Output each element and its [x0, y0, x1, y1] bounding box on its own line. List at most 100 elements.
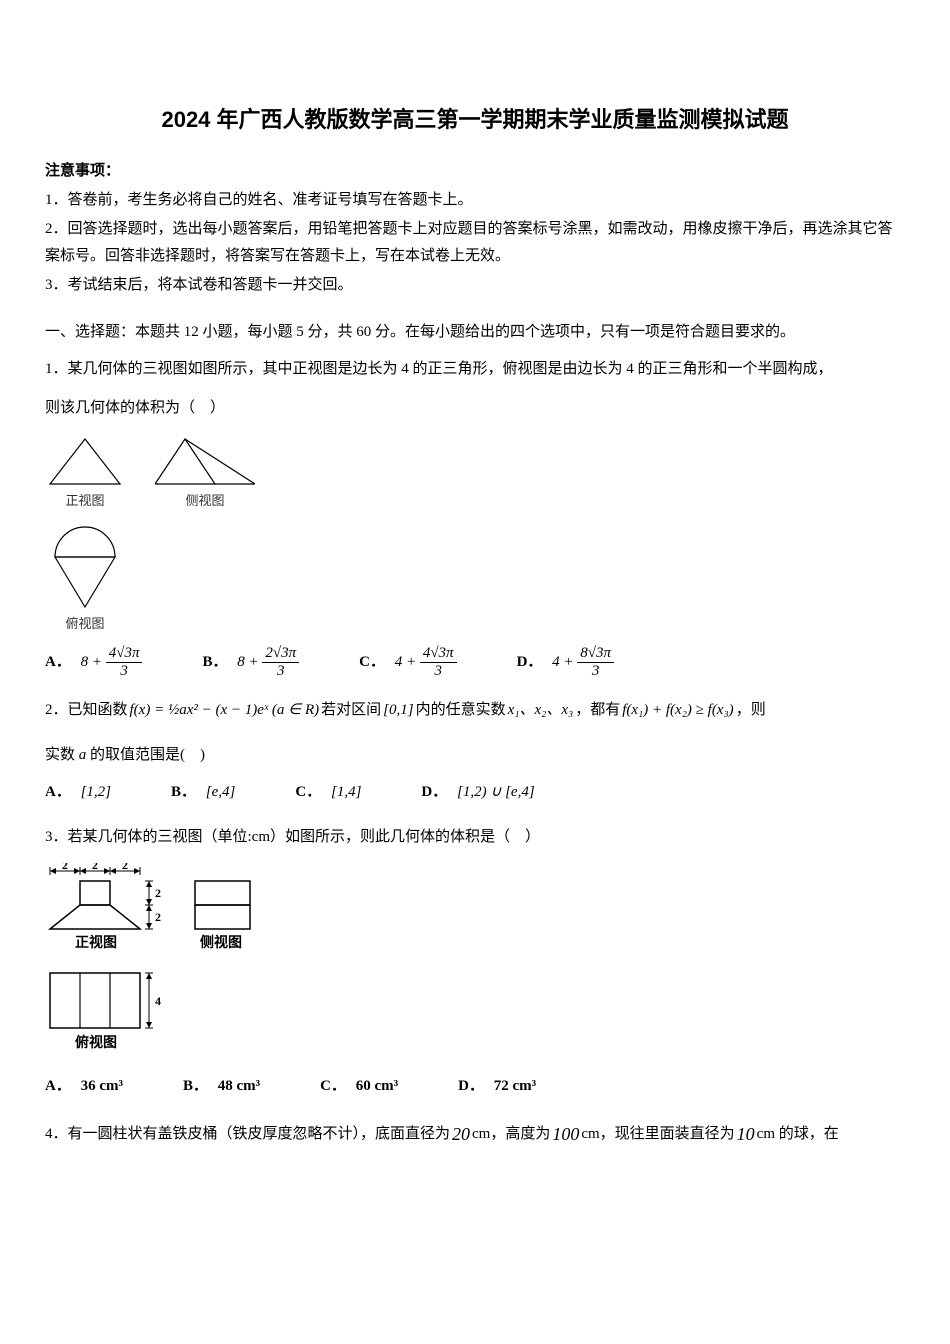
q2-line2-prefix: 实数: [45, 747, 75, 763]
q4-d3: 10: [737, 1118, 755, 1150]
q1-d-den: 3: [577, 663, 614, 680]
q3-text: 3．若某几何体的三视图（单位:cm）如图所示，则此几何体的体积是（ ）: [45, 824, 905, 851]
q4-tail: cm 的球，在: [757, 1121, 839, 1148]
q1-c-label: C．: [359, 654, 385, 670]
q1-views-row-1: 正视图 侧视图: [45, 434, 905, 512]
q2-option-b: B． [e,4]: [171, 779, 235, 806]
q2-xs: x₁、x₂、x₃: [508, 697, 574, 724]
q4-d1: 20: [452, 1118, 470, 1150]
q2-d-val: [1,2) ∪ [e,4]: [457, 784, 535, 800]
q3-figure: 2 2 2 正视图 2 2: [45, 863, 905, 1063]
q3-dim-2b: 2: [92, 863, 98, 872]
q2-c-val: [1,4]: [331, 784, 361, 800]
q2-a-val: [1,2]: [81, 784, 111, 800]
q1-b-den: 3: [262, 663, 299, 680]
q3-views-svg: 2 2 2 正视图 2 2: [45, 863, 285, 1063]
q2-a-label: A．: [45, 784, 71, 800]
q2-ineq: f(x₁) + f(x₂) ≥ f(x₃): [622, 697, 733, 724]
q1-a-num: 4√3π: [106, 645, 143, 663]
q4-prefix: 4．有一圆柱状有盖铁皮桶（铁皮厚度忽略不计），底面直径为: [45, 1121, 450, 1148]
q2-func: f(x) = ½ax² − (x − 1)eˣ (a ∈ R): [130, 697, 320, 724]
question-3: 3．若某几何体的三视图（单位:cm）如图所示，则此几何体的体积是（ ） 2 2: [45, 824, 905, 1100]
q3-b-val: 48 cm³: [218, 1078, 260, 1094]
q3-dim-2a: 2: [62, 863, 68, 872]
q3-dim-2d: 2: [155, 886, 161, 900]
q3-option-c: C． 60 cm³: [320, 1073, 398, 1100]
q2-mid2: 内的任意实数: [416, 697, 506, 724]
q3-dim-4: 4: [155, 994, 161, 1008]
q3-a-label: A．: [45, 1078, 71, 1094]
q2-b-val: [e,4]: [206, 784, 236, 800]
q2-d-label: D．: [421, 784, 447, 800]
q1-a-frac: 4√3π 3: [106, 645, 143, 679]
q1-option-a: A． 8 + 4√3π 3: [45, 645, 142, 679]
question-1: 1．某几何体的三视图如图所示，其中正视图是边长为 4 的正三角形，俯视图是由边长…: [45, 356, 905, 680]
q1-side-view: 侧视图: [155, 434, 255, 512]
q3-side-label: 侧视图: [200, 934, 242, 951]
q1-c-base: 4 +: [395, 649, 416, 676]
q2-interval: [0,1]: [383, 697, 413, 724]
q3-front-label: 正视图: [75, 934, 117, 951]
q4-line: 4．有一圆柱状有盖铁皮桶（铁皮厚度忽略不计），底面直径为 20 cm，高度为 1…: [45, 1118, 905, 1150]
section-intro: 一、选择题：本题共 12 小题，每小题 5 分，共 60 分。在每小题给出的四个…: [45, 319, 905, 346]
q3-c-label: C．: [320, 1078, 346, 1094]
q1-d-label: D．: [517, 654, 543, 670]
q1-text-line1: 1．某几何体的三视图如图所示，其中正视图是边长为 4 的正三角形，俯视图是由边长…: [45, 356, 905, 383]
q1-a-label: A．: [45, 654, 71, 670]
q1-a-base: 8 +: [81, 649, 102, 676]
q3-d-val: 72 cm³: [494, 1078, 536, 1094]
q2-option-a: A． [1,2]: [45, 779, 111, 806]
q1-b-frac: 2√3π 3: [262, 645, 299, 679]
q1-d-base: 4 +: [552, 649, 573, 676]
q3-a-val: 36 cm³: [81, 1078, 123, 1094]
q3-option-b: B． 48 cm³: [183, 1073, 260, 1100]
q1-c-frac: 4√3π 3: [420, 645, 457, 679]
q1-side-label: 侧视图: [155, 489, 255, 512]
q1-d-num: 8√3π: [577, 645, 614, 663]
q2-line2-suffix: 的取值范围是( ): [90, 747, 205, 763]
q1-top-view: 俯视图: [45, 522, 125, 635]
q4-d2: 100: [552, 1118, 579, 1150]
q2-tail: ，则: [736, 697, 766, 724]
q3-top-label: 俯视图: [75, 1034, 117, 1051]
q3-option-d: D． 72 cm³: [458, 1073, 536, 1100]
q1-front-view: 正视图: [45, 434, 125, 512]
q3-option-a: A． 36 cm³: [45, 1073, 123, 1100]
q2-a-var: a: [79, 747, 87, 763]
q2-mid3: ，都有: [575, 697, 620, 724]
q1-b-num: 2√3π: [262, 645, 299, 663]
notice-heading: 注意事项：: [45, 158, 905, 185]
q3-dim-2e: 2: [155, 910, 161, 924]
q1-c-den: 3: [420, 663, 457, 680]
triangle-wide-icon: [155, 434, 255, 489]
q1-option-b: B． 8 + 2√3π 3: [202, 645, 299, 679]
q2-c-label: C．: [295, 784, 321, 800]
q2-line2: 实数 a 的取值范围是( ): [45, 742, 905, 769]
q1-option-c: C． 4 + 4√3π 3: [359, 645, 456, 679]
notice-item-2: 2．回答选择题时，选出每小题答案后，用铅笔把答题卡上对应题目的答案标号涂黑，如需…: [45, 216, 905, 270]
question-4: 4．有一圆柱状有盖铁皮桶（铁皮厚度忽略不计），底面直径为 20 cm，高度为 1…: [45, 1118, 905, 1150]
exam-title: 2024 年广西人教版数学高三第一学期期末学业质量监测模拟试题: [45, 100, 905, 140]
q3-dim-2c: 2: [122, 863, 128, 872]
q3-c-val: 60 cm³: [356, 1078, 398, 1094]
q1-option-d: D． 4 + 8√3π 3: [517, 645, 614, 679]
semicircle-triangle-icon: [45, 522, 125, 612]
q2-b-label: B．: [171, 784, 196, 800]
q3-b-label: B．: [183, 1078, 208, 1094]
q1-b-base: 8 +: [237, 649, 258, 676]
q1-options: A． 8 + 4√3π 3 B． 8 + 2√3π 3 C． 4 + 4√3π …: [45, 645, 905, 679]
q4-mid1: cm，高度为: [472, 1121, 550, 1148]
q4-mid2: cm，现往里面装直径为: [581, 1121, 734, 1148]
question-2: 2．已知函数 f(x) = ½ax² − (x − 1)eˣ (a ∈ R) 若…: [45, 697, 905, 806]
q3-d-label: D．: [458, 1078, 484, 1094]
q2-line1: 2．已知函数 f(x) = ½ax² − (x − 1)eˣ (a ∈ R) 若…: [45, 697, 905, 724]
notice-item-3: 3．考试结束后，将本试卷和答题卡一并交回。: [45, 272, 905, 299]
q2-prefix: 2．已知函数: [45, 697, 128, 724]
q1-top-label: 俯视图: [45, 612, 125, 635]
q2-option-d: D． [1,2) ∪ [e,4]: [421, 779, 534, 806]
q1-c-num: 4√3π: [420, 645, 457, 663]
q1-views-row-2: 俯视图: [45, 522, 905, 635]
q2-option-c: C． [1,4]: [295, 779, 361, 806]
notice-item-1: 1．答卷前，考生务必将自己的姓名、准考证号填写在答题卡上。: [45, 187, 905, 214]
triangle-icon: [45, 434, 125, 489]
